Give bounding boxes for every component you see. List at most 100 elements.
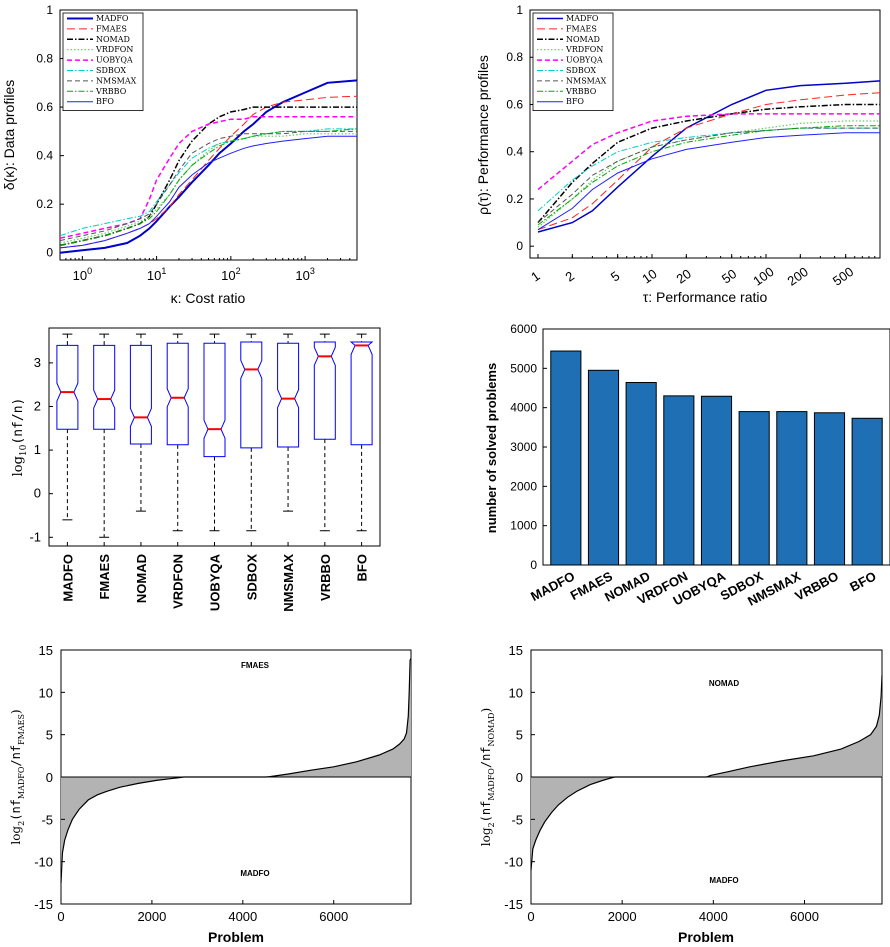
madfo-vs-nomad-xlabel: Problem (678, 929, 734, 945)
legend-label-madfo: MADFO (96, 14, 129, 23)
category-label-nmsmax: NMSMAX (281, 554, 296, 612)
y-tick-label: 0 (530, 558, 537, 572)
series-line-uobyqa (59, 116, 357, 239)
y-tick-label: 0.2 (36, 197, 53, 211)
legend-label-sdbox: SDBOX (566, 66, 596, 75)
y-tick-label: 0.8 (506, 50, 523, 64)
y-tick-label: 10 (509, 685, 523, 700)
madfo-vs-nomad-bottom-label: MADFO (709, 876, 738, 885)
box-nmsmax (277, 342, 300, 448)
bar-nmsmax (776, 411, 808, 566)
y-tick-label: 0 (516, 770, 523, 785)
category-label-madfo: MADFO (528, 568, 577, 604)
x-tick-label: 2000 (137, 909, 166, 924)
series-line-vrbbo (59, 128, 358, 246)
area-fill (61, 658, 411, 883)
x-tick-label: 6000 (790, 909, 819, 924)
solved-problems-panel: 0100020003000400050006000MADFOFMAESNOMAD… (484, 322, 890, 609)
boxplot-ylabel-sub: 10 (19, 444, 29, 456)
box-vrdfon (166, 342, 189, 446)
x-tick-label: 2000 (608, 909, 637, 924)
series-line-nomad (537, 103, 880, 224)
y-tick-label: 0 (516, 239, 523, 253)
x-tick-label: 103 (295, 266, 314, 283)
y-tick-label: 0.8 (36, 52, 53, 66)
madfo-vs-nomad-ylabel: log2(nfMADFO/nfNOMAD) (479, 708, 496, 846)
x-tick-label: 5 (608, 268, 623, 284)
solved-problems-ylabel: number of solved problems (484, 363, 499, 533)
series-line-madfo (59, 79, 358, 254)
x-tick-label: 0 (527, 909, 534, 924)
data-profiles-ylabel: δ(κ): Data profiles (1, 80, 17, 191)
x-tick-label: 102 (221, 266, 240, 283)
y-tick-label: 0 (34, 486, 41, 501)
y-tick-label: 5000 (510, 361, 537, 375)
boxplot-panel: -1 0 1 2 3 MADFO FMAES NOMAD VRDFON UOBYQA SDBOX NM… (11, 327, 381, 612)
performance-profiles-panel: 0 0.2 0.4 0.6 0.8 1 1 2 5 10 20 50 100 200 500 ρ(τ): P… (475, 3, 881, 305)
series-line-bfo (537, 132, 880, 231)
bar-nomad (625, 381, 657, 566)
legend-label-sdbox: SDBOX (96, 66, 126, 75)
category-label-nomad: NOMAD (134, 554, 149, 603)
series-line-nmsmax (59, 130, 357, 242)
madfo-vs-fmaes-top-label: FMAES (241, 661, 270, 670)
x-tick-label: 50 (719, 266, 739, 287)
bar-vrdfon (663, 395, 695, 566)
y-tick-label: 0.4 (36, 149, 53, 163)
x-tick-label: 1 (528, 268, 543, 284)
y-tick-label: 2 (34, 398, 41, 413)
series-line-vrbbo (537, 125, 880, 226)
series-line-vrdfon (537, 120, 880, 228)
bar-madfo (550, 350, 582, 566)
y-tick-label: 0.4 (506, 145, 523, 159)
x-tick-label: 200 (785, 264, 811, 289)
category-label-vrbbo: VRBBO (318, 554, 333, 601)
legend-label-vrbbo: VRBBO (565, 87, 597, 96)
y-tick-label: 6000 (510, 322, 537, 336)
legend-label-nmsmax: NMSMAX (96, 76, 137, 85)
madfo-vs-nomad-top-label: NOMAD (709, 679, 739, 688)
y-tick-label: 3000 (510, 440, 537, 454)
x-tick-label: 100 (73, 266, 92, 283)
y-tick-label: 15 (509, 643, 523, 658)
category-label-fmaes: FMAES (97, 554, 112, 600)
box-madfo (56, 344, 79, 430)
legend-label-bfo: BFO (566, 97, 584, 106)
box-fmaes (93, 344, 116, 430)
legend-label-nomad: NOMAD (96, 35, 130, 44)
madfo-vs-fmaes-xlabel: Problem (208, 929, 264, 945)
legend-label-vrbbo: VRBBO (95, 87, 127, 96)
ratio-curve (530, 675, 883, 871)
x-tick-label: 2 (562, 268, 577, 284)
series-line-bfo (59, 135, 357, 249)
legend-box (532, 12, 614, 111)
madfo-vs-nomad-panel: -15 -10 -5 0 5 10 15 0 2000 4000 6000 Problem NOMA… (479, 643, 883, 945)
series-line-uobyqa (537, 113, 880, 191)
y-tick-label: -5 (41, 812, 53, 827)
bar-bfo (851, 417, 883, 566)
x-tick-label: 101 (147, 266, 166, 283)
box-vrbbo (313, 341, 336, 440)
y-tick-label: 0.2 (506, 192, 523, 206)
bar-sdbox (738, 411, 770, 566)
category-label-madfo: MADFO (60, 554, 75, 602)
y-tick-label: -10 (34, 855, 53, 870)
y-tick-label: 4000 (510, 401, 537, 415)
box-uobyqa (203, 342, 226, 458)
legend-box (62, 12, 144, 111)
data-profiles-xlabel: κ: Cost ratio (171, 290, 246, 306)
box-sdbox (240, 341, 263, 449)
x-tick-label: 20 (674, 266, 694, 287)
category-label-uobyqa: UOBYQA (208, 553, 223, 611)
x-tick-label: 4000 (699, 909, 728, 924)
ratio-curve (60, 658, 412, 883)
box-bfo (349, 341, 374, 446)
series-line-fmaes (537, 92, 881, 231)
data-profiles-panel: 0 0.2 0.4 0.6 0.8 1 100 101 102 103 δ(κ): Data pr… (1, 3, 358, 306)
category-label-bfo: BFO (355, 554, 370, 581)
y-tick-label: -1 (29, 529, 41, 544)
area-fill (531, 675, 882, 871)
y-tick-label: 0.6 (36, 100, 53, 114)
y-tick-label: 1 (34, 442, 41, 457)
